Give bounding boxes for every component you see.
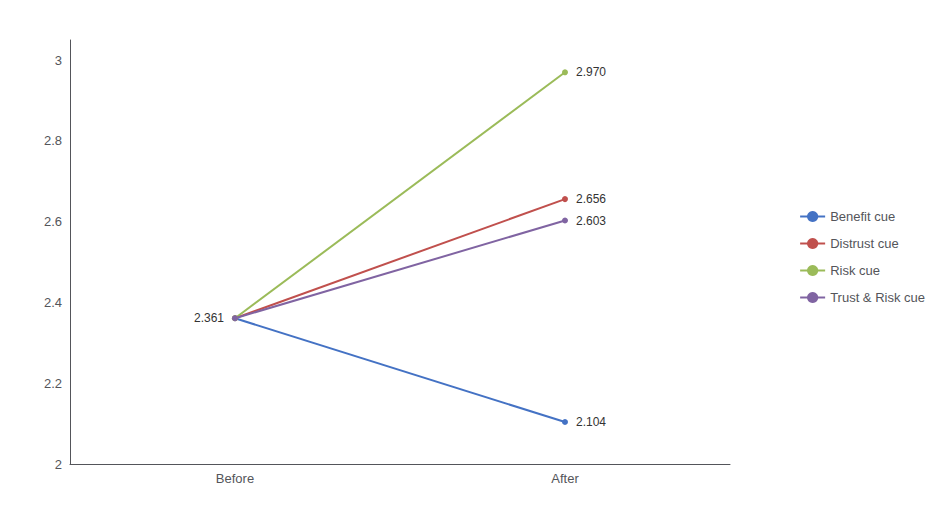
svg-text:2.970: 2.970	[576, 65, 606, 79]
svg-text:Trust & Risk cue: Trust & Risk cue	[830, 290, 925, 305]
svg-text:After: After	[551, 471, 579, 486]
svg-text:2.656: 2.656	[576, 192, 606, 206]
svg-text:2.8: 2.8	[44, 133, 62, 148]
svg-text:2.361: 2.361	[194, 311, 224, 325]
svg-text:2.603: 2.603	[576, 214, 606, 228]
svg-text:Distrust cue: Distrust cue	[830, 236, 899, 251]
svg-text:Before: Before	[216, 471, 254, 486]
svg-text:2: 2	[55, 457, 62, 472]
svg-text:2.6: 2.6	[44, 214, 62, 229]
svg-text:2.104: 2.104	[576, 415, 606, 429]
svg-text:Risk cue: Risk cue	[830, 263, 880, 278]
svg-text:2.2: 2.2	[44, 376, 62, 391]
svg-text:2.4: 2.4	[44, 295, 62, 310]
svg-text:3: 3	[55, 53, 62, 68]
svg-text:Benefit cue: Benefit cue	[830, 209, 895, 224]
